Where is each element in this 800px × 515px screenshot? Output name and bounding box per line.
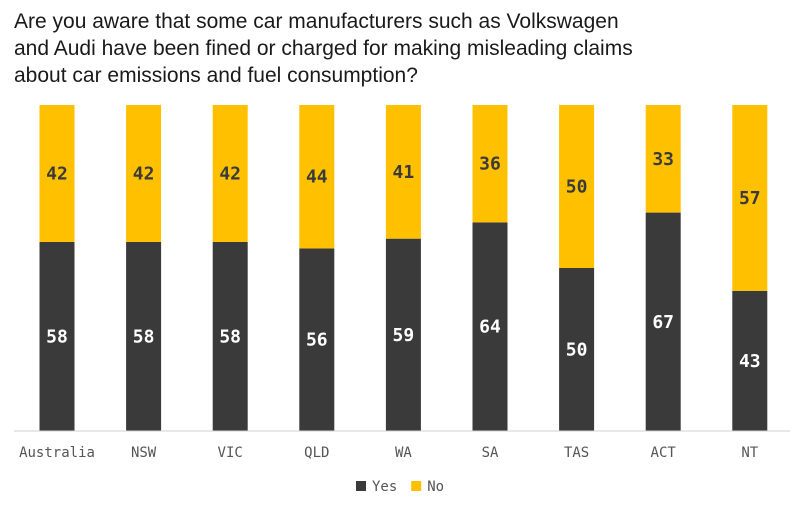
bar-no-wa — [385, 105, 421, 239]
data-label-no-nt: 57 — [739, 188, 761, 209]
data-label-yes-tas: 50 — [566, 340, 588, 361]
bar-yes-act — [645, 212, 681, 431]
data-label-yes-nt: 43 — [739, 351, 761, 372]
bar-yes-tas — [559, 268, 595, 431]
data-label-yes-nsw: 58 — [133, 326, 155, 347]
data-label-yes-sa: 64 — [479, 317, 501, 338]
data-label-yes-wa: 59 — [393, 325, 415, 346]
x-tick-label-qld: QLD — [304, 445, 329, 461]
chart-title: Are you aware that some car manufacturer… — [14, 10, 633, 87]
bar-yes-nsw — [126, 241, 162, 431]
data-label-no-vic: 42 — [219, 163, 241, 184]
data-label-yes-vic: 58 — [219, 326, 241, 347]
x-tick-label-vic: VIC — [218, 445, 243, 461]
data-label-yes-australia: 58 — [46, 326, 68, 347]
bar-yes-sa — [472, 222, 508, 431]
bar-yes-wa — [385, 238, 421, 431]
data-label-no-tas: 50 — [566, 177, 588, 198]
bars-group: 58 42 58 42 58 42 56 44 59 41 64 36 50 50 67 33 43 57 — [39, 105, 768, 431]
bar-no-sa — [472, 105, 508, 223]
bar-no-vic — [212, 105, 248, 242]
bar-yes-qld — [299, 248, 335, 431]
data-label-no-act: 33 — [652, 149, 674, 170]
x-axis-ticks: Australia NSW VIC QLD WA SA TAS ACT NT — [19, 445, 759, 461]
bar-yes-nt — [732, 290, 768, 431]
x-tick-label-act: ACT — [651, 445, 677, 461]
x-tick-label-tas: TAS — [564, 445, 589, 461]
bar-yes-vic — [212, 241, 248, 431]
data-label-no-australia: 42 — [46, 163, 68, 184]
bar-no-tas — [559, 105, 595, 268]
x-tick-label-nsw: NSW — [131, 445, 157, 461]
data-label-no-qld: 44 — [306, 167, 328, 188]
legend-swatch-yes — [356, 481, 366, 491]
x-tick-label-nt: NT — [741, 445, 758, 461]
data-label-no-nsw: 42 — [133, 163, 155, 184]
legend-label-no: No — [427, 479, 444, 495]
data-label-yes-act: 67 — [652, 312, 674, 333]
data-label-no-sa: 36 — [479, 154, 501, 175]
data-label-yes-qld: 56 — [306, 330, 328, 351]
x-tick-label-australia: Australia — [19, 445, 95, 461]
bar-no-australia — [39, 105, 75, 242]
bar-no-qld — [299, 105, 335, 249]
x-tick-label-sa: SA — [482, 445, 499, 461]
x-tick-label-wa: WA — [395, 445, 412, 461]
legend-swatch-no — [411, 481, 422, 491]
legend: Yes No — [356, 479, 444, 495]
data-label-no-wa: 41 — [393, 162, 415, 183]
bar-no-nt — [732, 105, 768, 291]
bar-yes-australia — [39, 241, 75, 431]
legend-label-yes: Yes — [372, 479, 397, 495]
bar-no-nsw — [126, 105, 162, 242]
bar-no-act — [645, 105, 681, 213]
